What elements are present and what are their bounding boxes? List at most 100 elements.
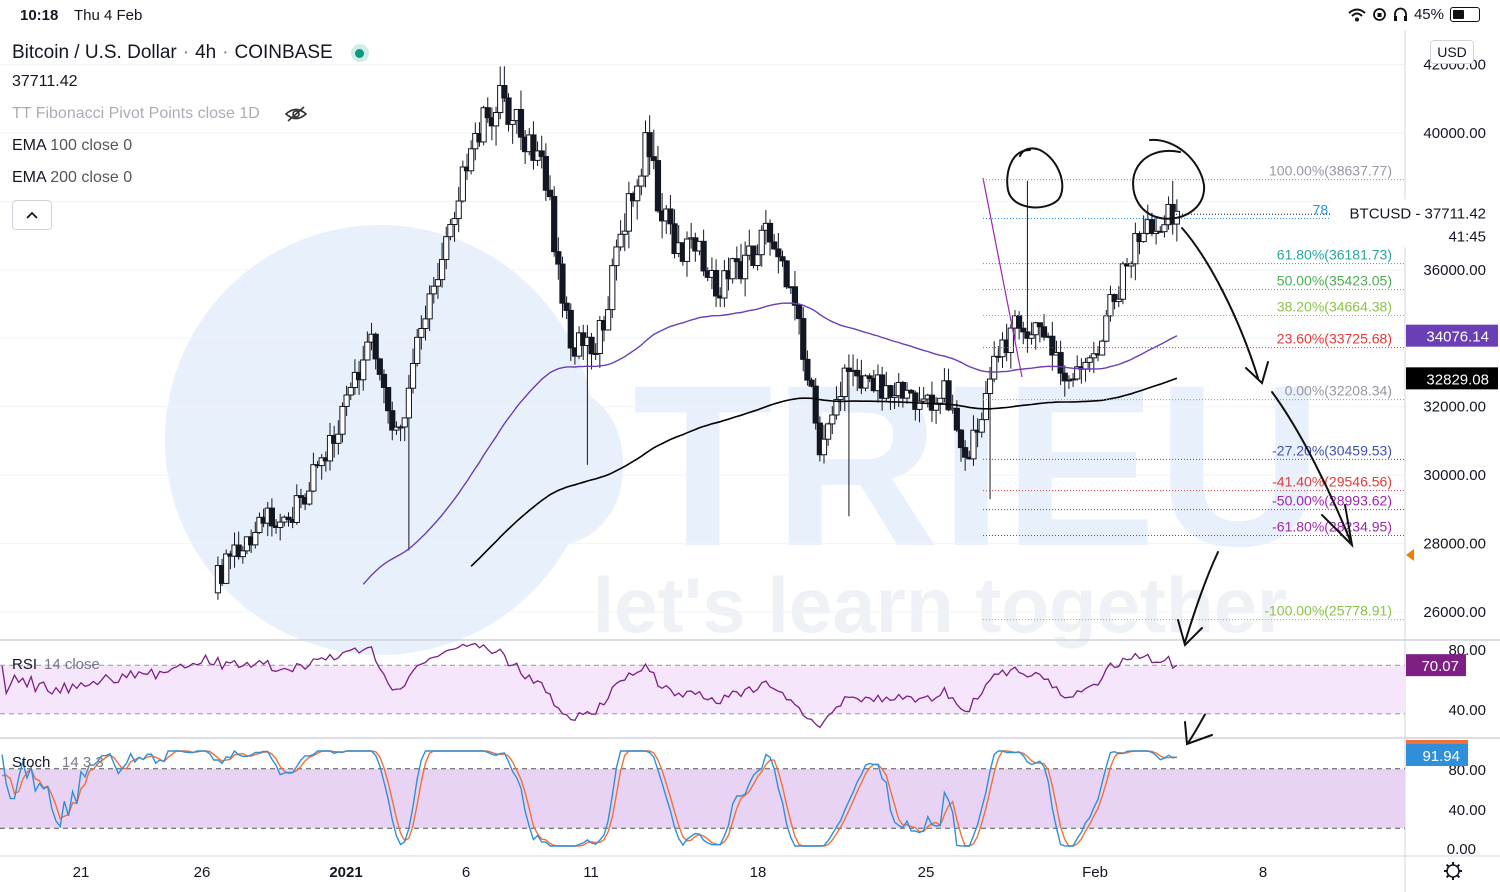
ema-200-line <box>470 377 1178 567</box>
candle <box>422 305 429 341</box>
candle-body-up <box>862 375 869 389</box>
gear-tooth <box>1445 874 1450 879</box>
candle-body-down <box>389 410 396 431</box>
candle-body-up <box>978 419 985 433</box>
time-tick-label: 11 <box>583 864 599 881</box>
candle-body-up <box>833 399 840 416</box>
candle <box>646 115 653 175</box>
indicator-name: EMA <box>12 137 46 155</box>
candle <box>667 195 674 235</box>
circle-annotation <box>1006 147 1064 209</box>
candle <box>459 160 466 203</box>
candle-body-down <box>783 260 790 288</box>
candle-body-down <box>559 263 566 304</box>
stoch-k-line <box>1 749 1178 847</box>
candle <box>841 364 848 411</box>
candle <box>310 452 317 493</box>
candle-body-up <box>318 457 325 467</box>
candle <box>779 250 786 267</box>
candle-body-up <box>991 355 998 380</box>
candle <box>517 90 525 151</box>
candle <box>742 241 749 297</box>
candle <box>733 246 740 280</box>
candle <box>721 259 728 308</box>
candle <box>335 420 342 455</box>
candle-body-up <box>621 230 628 235</box>
stoch-tick-label: 80.00 <box>1448 762 1486 779</box>
candle <box>683 231 691 277</box>
candle-body-up <box>634 185 641 202</box>
wifi-icon <box>1348 8 1366 21</box>
candle <box>588 332 595 370</box>
candle-body-up <box>409 362 417 389</box>
time-tick-label: 18 <box>750 864 767 881</box>
candle-body-up <box>335 433 342 444</box>
candle <box>239 546 246 564</box>
arrow-annotation <box>1271 391 1354 548</box>
candle <box>343 385 350 417</box>
candle <box>1069 372 1077 387</box>
price-tick-label: 28000.00 <box>1423 536 1486 553</box>
candle-body-down <box>791 286 799 306</box>
candle-body-down <box>563 302 570 311</box>
candle <box>455 186 462 233</box>
candle <box>256 512 263 534</box>
candle-body-up <box>829 414 836 425</box>
candle-body-up <box>223 553 230 584</box>
indicator-fib-pivot[interactable]: TT Fibonacci Pivot Points close 1D <box>12 105 369 123</box>
candle <box>385 386 392 424</box>
bar-countdown: 41:45 <box>1448 228 1486 245</box>
arrow-annotation <box>1177 551 1219 647</box>
candle-body-down <box>1040 326 1048 338</box>
candle <box>812 378 819 430</box>
candle-body-up <box>451 218 458 226</box>
eye-hidden-icon[interactable] <box>284 105 308 123</box>
candle-body-up <box>754 254 761 266</box>
rsi-value-badge <box>1406 654 1466 677</box>
indicator-ema-100[interactable]: EMA 100 close 0 <box>12 137 369 155</box>
candle-body-up <box>1132 233 1139 265</box>
candle-body-down <box>766 222 774 243</box>
candle <box>613 239 620 281</box>
candle <box>991 341 998 383</box>
candle <box>1049 321 1056 371</box>
price-tick-label: 36000.00 <box>1423 262 1486 279</box>
market-open-icon <box>350 44 369 62</box>
candle-body-down <box>1036 322 1043 328</box>
candle <box>268 498 275 537</box>
time-tick-label: 26 <box>194 864 211 881</box>
candle <box>962 440 969 471</box>
candle <box>795 304 803 335</box>
rsi-value-label: 70.07 <box>1421 658 1459 675</box>
symbol-title[interactable]: Bitcoin / U.S. Dollar · 4h · COINBASE <box>12 42 369 64</box>
candle-body-up <box>430 285 437 295</box>
indicator-ema-200[interactable]: EMA 200 close 0 <box>12 169 369 187</box>
candle <box>766 219 774 256</box>
settings-gear-icon[interactable] <box>1444 862 1462 880</box>
candle <box>567 303 574 361</box>
candle-body-up <box>1074 366 1081 380</box>
time-tick-label: 8 <box>1259 864 1267 881</box>
currency-button[interactable]: USD <box>1430 40 1474 64</box>
candle-body-down <box>505 97 512 125</box>
collapse-legend-button[interactable] <box>12 200 52 230</box>
candle-body-up <box>758 229 765 256</box>
symbol-exchange: COINBASE <box>234 42 333 63</box>
candle-body-down <box>551 196 558 253</box>
candle <box>409 348 417 394</box>
candle-body-up <box>447 224 454 238</box>
candle-body-up <box>310 464 317 492</box>
rsi-title: RSI <box>12 656 37 673</box>
candle-body-up <box>841 367 848 398</box>
candle <box>447 218 454 241</box>
candle-body-down <box>555 251 562 265</box>
stoch-value-label: 91.94 <box>1422 748 1460 765</box>
candle <box>293 484 300 525</box>
candle-body-up <box>468 148 475 172</box>
indicator-params: 200 close 0 <box>50 169 133 187</box>
candle-body-down <box>800 318 807 360</box>
candle-body-up <box>426 293 433 320</box>
candle-body-down <box>854 369 861 377</box>
watermark-slogan: let's learn together <box>593 561 1288 649</box>
